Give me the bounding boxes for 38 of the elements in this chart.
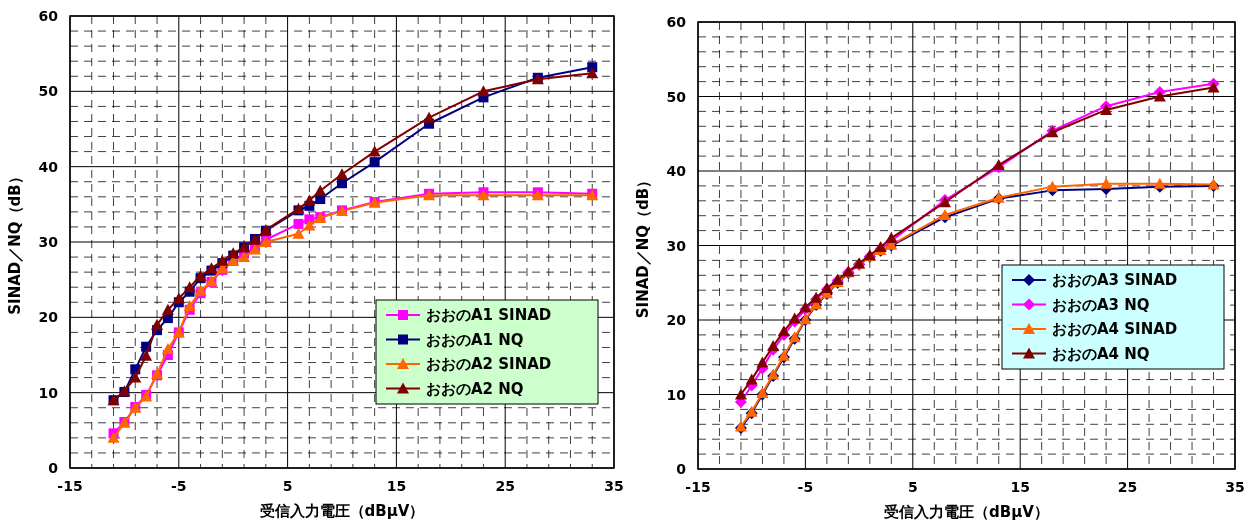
y-tick-label: 0 [676, 461, 687, 477]
y-tick-label: 30 [38, 234, 59, 250]
x-tick-label: -5 [797, 479, 814, 495]
x-tick-label: 35 [1225, 479, 1245, 495]
y-tick-label: 10 [38, 384, 59, 401]
legend-label: おおのA1 NQ [426, 330, 524, 349]
y-tick-label: 60 [38, 8, 59, 24]
y-tick-label: 20 [38, 309, 59, 326]
y-tick-label: 50 [38, 83, 59, 100]
x-axis-title: 受信入力電圧（dBμV） [258, 502, 425, 520]
legend-label: おおのA2 NQ [426, 379, 524, 398]
y-tick-label: 50 [666, 88, 687, 105]
y-axis-title: SINAD／NQ（dB） [6, 169, 24, 315]
x-axis-title: 受信入力電圧（dBμV） [883, 503, 1049, 521]
legend-label: おおのA4 SINAD [1052, 320, 1178, 338]
x-tick-label: 15 [386, 478, 407, 494]
y-tick-label: 20 [666, 312, 687, 328]
y-tick-label: 0 [48, 460, 59, 476]
x-tick-label: -5 [171, 478, 187, 494]
x-tick-label: 5 [282, 478, 293, 494]
x-tick-label: -15 [57, 478, 83, 494]
legend-label: おおのA3 SINAD [1052, 271, 1178, 289]
x-tick-label: 35 [604, 478, 624, 494]
legend-label: おおのA3 NQ [1052, 295, 1150, 314]
x-tick-label: 25 [495, 478, 515, 494]
x-tick-label: 15 [1010, 479, 1030, 495]
x-tick-label: 25 [1117, 479, 1138, 495]
x-tick-label: 5 [907, 479, 918, 495]
legend-label: おおのA2 SINAD [426, 355, 552, 373]
y-axis-title: SINAD／NQ（dB） [634, 172, 652, 319]
y-tick-label: 40 [666, 163, 687, 179]
legend-label: おおのA1 SINAD [426, 306, 552, 324]
y-tick-label: 60 [666, 14, 687, 30]
y-tick-label: 40 [38, 158, 59, 175]
x-tick-label: -15 [685, 479, 711, 495]
y-tick-label: 30 [666, 237, 687, 254]
legend-label: おおのA4 NQ [1052, 344, 1150, 363]
y-tick-label: 10 [666, 386, 687, 403]
